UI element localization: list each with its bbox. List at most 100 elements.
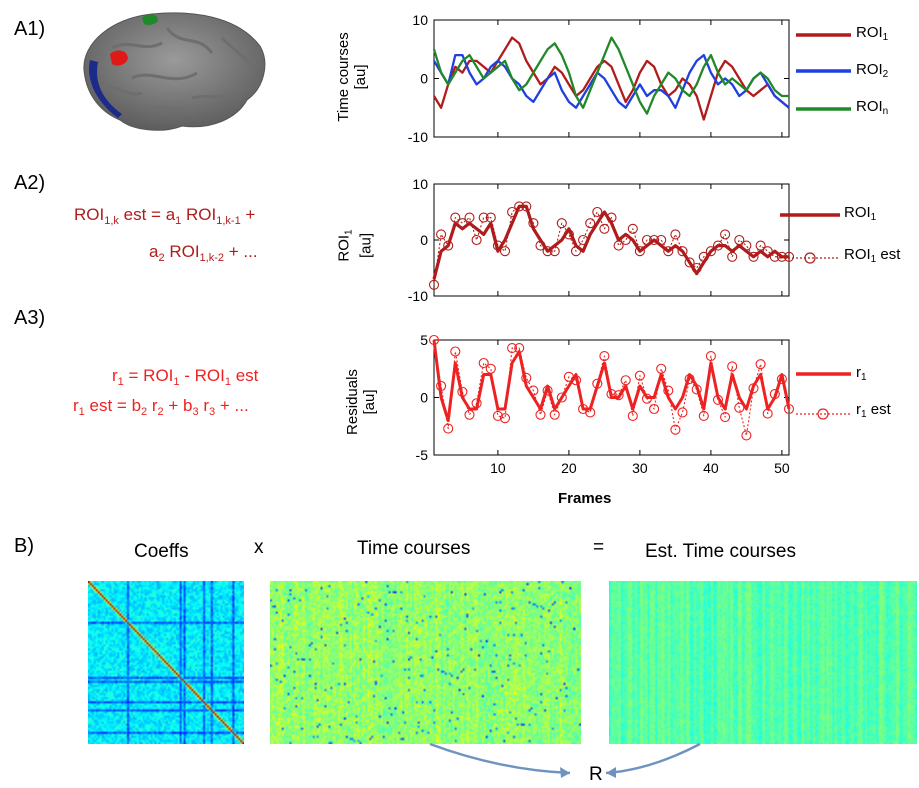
marker-r1-est: [528, 385, 539, 396]
marker-roi1-est: [535, 240, 546, 251]
marker-r1-est: [762, 408, 773, 419]
a3-ytick-label: 5: [420, 332, 428, 348]
marker-roi1-est: [542, 246, 553, 257]
a2-legend-lines: [780, 213, 840, 264]
marker-r1-est: [705, 351, 716, 362]
marker-roi1-est: [563, 229, 574, 240]
marker-r1-est: [783, 403, 795, 415]
marker-roi1-est: [741, 240, 752, 251]
series-line-r1-est: [433, 339, 790, 437]
marker-roi1-est: [684, 257, 695, 268]
legend-r1: r1: [856, 364, 867, 383]
a3-xtick-label: 40: [703, 460, 719, 476]
marker-r1-est: [478, 357, 489, 369]
arrow-left-head: [560, 767, 570, 778]
a3-ytick-label: -5: [416, 447, 429, 463]
est-timecourses-heatmap: [609, 581, 917, 744]
arrow-right-head: [606, 767, 616, 778]
marker-roi1-est: [485, 212, 496, 223]
marker-roi1-est: [727, 251, 738, 262]
marker-r1-est: [670, 424, 681, 435]
marker-r1-est: [521, 372, 532, 384]
a2-ylabel-main: ROI1: [335, 229, 355, 262]
panel-label-a3: A3): [14, 307, 46, 329]
a1-ytick-label: -10: [408, 129, 428, 145]
a3-ylabel-line2: [au]: [361, 389, 378, 415]
marker-roi1-est: [634, 246, 645, 257]
marker-roi1-est: [755, 240, 766, 251]
marker-r1-est: [499, 413, 511, 424]
a2-ytick-label: 10: [412, 176, 428, 192]
marker-roi1-est: [528, 218, 539, 229]
marker-r1-est: [727, 361, 738, 372]
a3-ylabel: Residuals [au]: [344, 347, 378, 457]
marker-roi1-est: [705, 246, 716, 257]
marker-roi1-est: [471, 234, 482, 246]
marker-roi1-est: [769, 251, 780, 262]
legend-r1-est: r1 est: [856, 401, 891, 420]
legend-roi1: ROI1: [856, 24, 889, 43]
marker-roi1-est: [478, 212, 489, 223]
a1-ylabel: Time courses [au]: [335, 27, 369, 127]
a1-ylabel-line1: Time courses: [335, 32, 352, 122]
coeffs-heatmap: [88, 581, 244, 744]
marker-r1-est: [599, 351, 610, 362]
a3-equation-line1: r1 = ROI1 - ROI1 est: [112, 366, 259, 388]
marker-roi1-est: [507, 206, 518, 218]
marker-r1-est: [620, 375, 631, 386]
a3-ytick-label: 0: [420, 390, 428, 406]
legend-marker-roi1-est: [804, 252, 816, 264]
series-line-roin: [432, 36, 789, 115]
multiply-sign: x: [254, 537, 264, 558]
a2-ylabel-unit: [au]: [357, 232, 375, 259]
marker-roi1-est: [734, 234, 745, 246]
marker-r1-est: [684, 374, 695, 385]
arrow-left: [429, 742, 571, 775]
legend-roin: ROIn: [856, 98, 889, 117]
arrow-right: [605, 742, 701, 775]
marker-roi1-est: [464, 212, 475, 223]
a2-roi-estimate-chart: -10 0 10: [408, 176, 795, 304]
marker-roi1-est: [691, 262, 702, 274]
series-line-roi1: [433, 36, 790, 121]
legend-roi2: ROI2: [856, 61, 889, 80]
marker-r1-est: [485, 363, 496, 374]
a3-xtick-label: 20: [561, 460, 577, 476]
a1-ytick-label: 0: [420, 71, 428, 87]
marker-r1-est: [734, 402, 745, 413]
marker-r1-est: [741, 430, 752, 441]
marker-roi1-est: [677, 246, 688, 257]
a3-xtick-label: 50: [774, 460, 790, 476]
timecourses-heatmap: [270, 581, 581, 744]
marker-roi1-est: [592, 206, 603, 218]
marker-r1-est: [570, 375, 582, 386]
a3-ylabel-line1: Residuals: [344, 369, 361, 435]
series-line-roi1-est: [433, 205, 789, 285]
marker-r1-est: [755, 359, 766, 370]
a1-timecourse-chart: -10 0 10: [408, 12, 790, 145]
panel-label-b: B): [14, 535, 34, 557]
marker-r1-est: [649, 403, 660, 415]
marker-r1-est: [592, 378, 603, 389]
marker-roi1-est: [549, 246, 560, 257]
result-label: R: [589, 764, 603, 785]
marker-r1-est: [698, 410, 709, 421]
marker-r1-est: [769, 388, 780, 400]
brain-surface-icon: [83, 12, 266, 131]
marker-r1-est: [428, 334, 440, 346]
a1-legend-lines: [796, 33, 851, 111]
marker-roi1-est: [556, 218, 567, 229]
a2-ytick-label: 0: [420, 232, 428, 248]
marker-r1-est: [677, 407, 688, 418]
marker-roi1-est: [457, 218, 468, 229]
marker-r1-est: [776, 374, 787, 385]
marker-roi1-est: [748, 251, 759, 262]
marker-r1-est: [663, 385, 674, 396]
a3-xlabel: Frames: [558, 490, 612, 507]
marker-roi1-est: [521, 201, 532, 212]
a2-equation-line1: ROI1,k est = a1 ROI1,k-1 +: [74, 205, 256, 227]
marker-r1-est: [535, 409, 546, 420]
marker-roi1-est: [613, 240, 624, 251]
marker-roi1-est: [599, 223, 610, 234]
marker-r1-est: [634, 370, 645, 381]
